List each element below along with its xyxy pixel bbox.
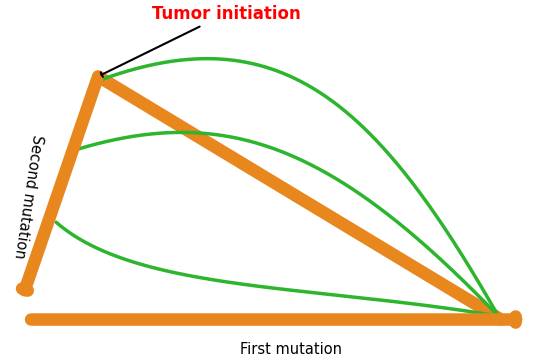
Text: Tumor initiation: Tumor initiation [101, 5, 301, 77]
Text: Second mutation: Second mutation [11, 133, 45, 259]
Text: First mutation: First mutation [240, 341, 342, 356]
